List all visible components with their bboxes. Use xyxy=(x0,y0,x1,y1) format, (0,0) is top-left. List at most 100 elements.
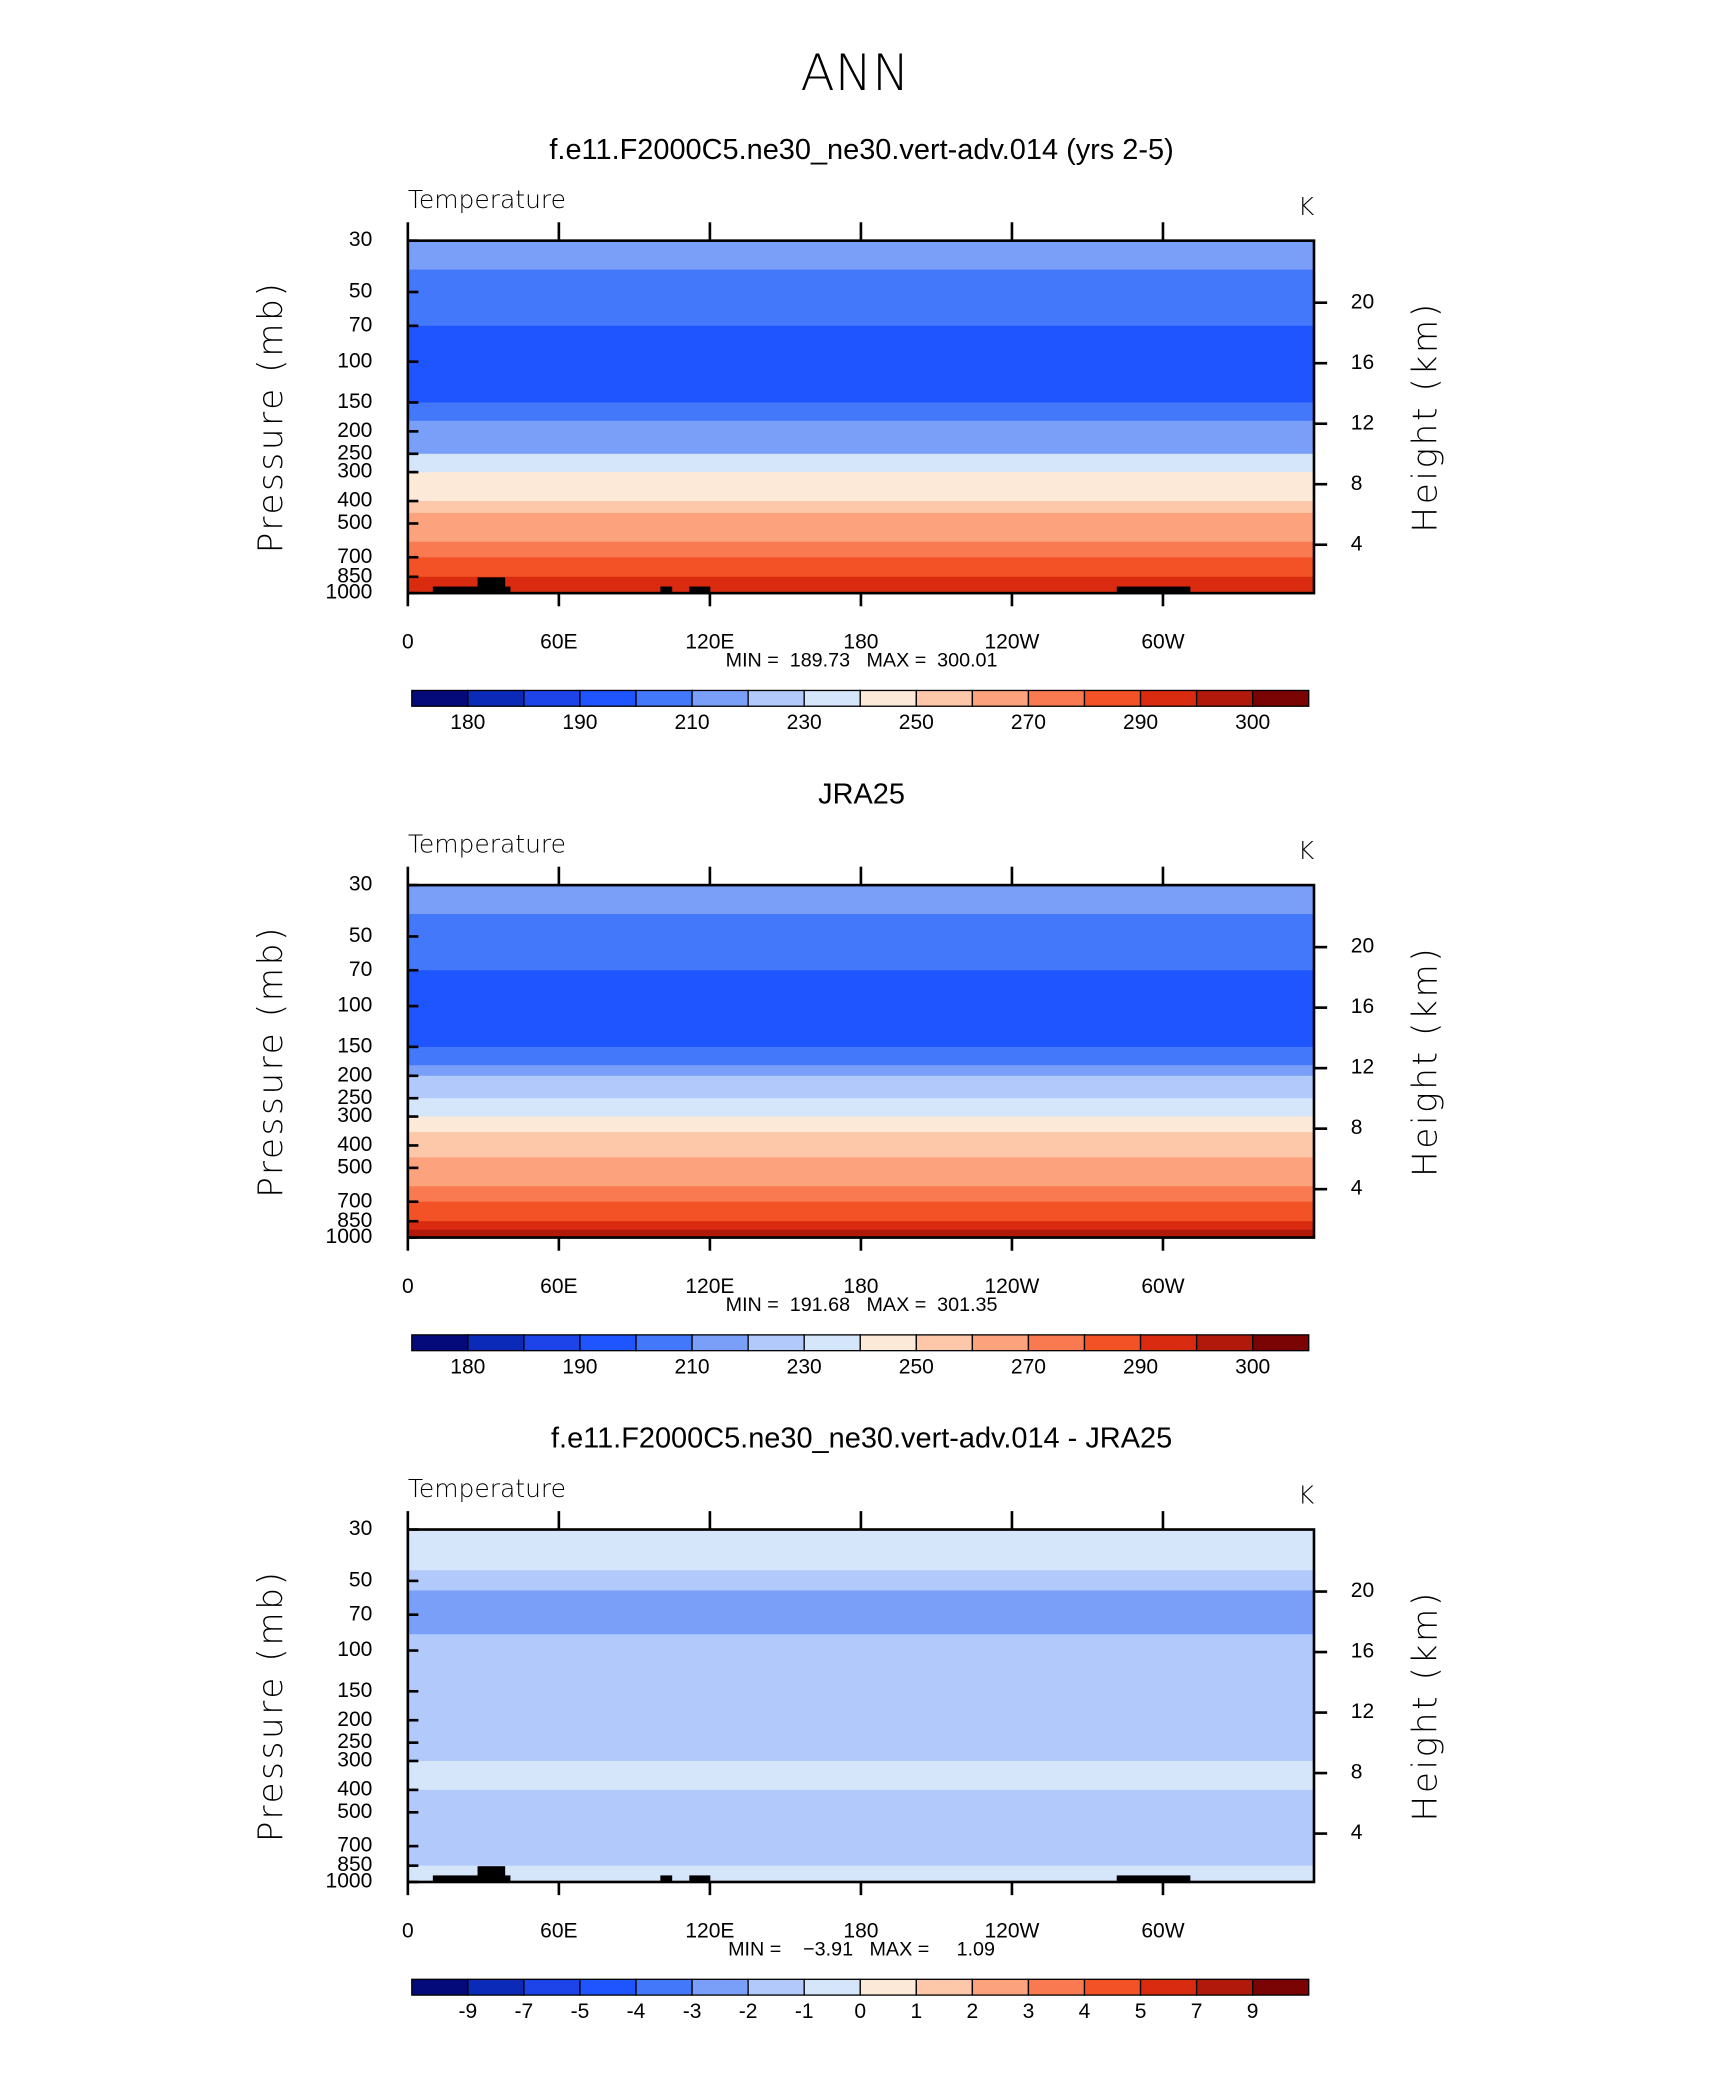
x-tick-label: 0 xyxy=(402,1275,414,1298)
colorbar-box xyxy=(859,689,917,707)
contour-band xyxy=(407,269,1314,293)
colorbar-box xyxy=(803,1978,861,1996)
x-tick-label: 120E xyxy=(685,1275,734,1298)
colorbar-box xyxy=(1195,1978,1254,1996)
units-label: K xyxy=(1298,1481,1315,1510)
min-max: MIN = 189.73 MAX = 300.01 xyxy=(726,650,998,672)
colorbar-box xyxy=(635,689,693,707)
colorbar-label: -3 xyxy=(683,2000,702,2023)
contour-band xyxy=(407,970,1314,991)
y-tick-label: 700 xyxy=(337,1189,372,1212)
y-tick-label: 30 xyxy=(349,1517,372,1540)
contour-band xyxy=(407,487,1314,502)
colorbar-label: 180 xyxy=(450,711,485,734)
contour-band xyxy=(407,292,1314,312)
x-tick-label: 120W xyxy=(984,631,1039,654)
colorbar-box xyxy=(411,689,469,707)
y2-tick-label: 16 xyxy=(1351,995,1374,1018)
contour-band xyxy=(407,1145,1314,1159)
contour-band xyxy=(407,402,1314,422)
y-tick-label: 850 xyxy=(337,1853,372,1876)
colorbar-label: 190 xyxy=(562,711,597,734)
colorbar-label: 210 xyxy=(675,1355,710,1378)
contour-band xyxy=(407,1098,1314,1118)
colorbar-box xyxy=(859,1334,917,1352)
contour-band xyxy=(407,1046,1314,1066)
y-tick-label: 400 xyxy=(337,1777,372,1800)
x-tick-label: 60W xyxy=(1141,1920,1184,1943)
y-tick-label: 1000 xyxy=(326,581,373,604)
x-tick-label: 0 xyxy=(402,1920,414,1943)
colorbar-label: 290 xyxy=(1123,711,1158,734)
topography xyxy=(477,1866,506,1882)
y2-tick-label: 16 xyxy=(1351,351,1374,374)
colorbar-box xyxy=(635,1334,693,1352)
x-tick-label: 60E xyxy=(540,1275,577,1298)
y2-tick-label: 12 xyxy=(1351,1700,1374,1723)
contour-band xyxy=(407,1545,1314,1572)
contour-band xyxy=(407,1607,1314,1623)
colorbar-box xyxy=(691,689,749,707)
colorbar-label: 290 xyxy=(1123,1355,1158,1378)
field-label: Temperature xyxy=(408,1474,566,1503)
y-tick-label: 850 xyxy=(337,564,372,587)
y-tick-label: 500 xyxy=(337,1155,372,1178)
y2-tick-label: 12 xyxy=(1351,1056,1374,1079)
contour-band xyxy=(407,914,1314,938)
colorbar-label: 300 xyxy=(1235,1355,1270,1378)
contour-band xyxy=(407,1634,1314,1652)
x-tick-label: 60W xyxy=(1141,1275,1184,1298)
contour-band xyxy=(407,1116,1314,1133)
y-tick-label: 500 xyxy=(337,511,372,534)
colorbar-box xyxy=(1252,1334,1310,1352)
colorbar-label: -4 xyxy=(627,2000,646,2023)
contour-band xyxy=(407,1065,1314,1077)
colorbar-box xyxy=(1195,1334,1254,1352)
y-tick-label: 700 xyxy=(337,1834,372,1857)
colorbar-box xyxy=(1083,1334,1142,1352)
colorbar-label: -9 xyxy=(458,2000,477,2023)
units-label: K xyxy=(1298,192,1315,221)
contour-band xyxy=(407,936,1314,956)
contour-band xyxy=(407,1760,1314,1791)
topography xyxy=(660,1875,673,1882)
y2-tick-label: 20 xyxy=(1351,290,1374,313)
x-tick-label: 180 xyxy=(843,1920,878,1943)
colorbar-box xyxy=(747,1334,805,1352)
contour-band xyxy=(407,1229,1314,1239)
y-tick-label: 30 xyxy=(349,873,372,896)
y2-tick-label: 4 xyxy=(1351,1821,1363,1844)
colorbar-box xyxy=(1139,689,1198,707)
contour-band xyxy=(407,1874,1314,1883)
x-tick-label: 60E xyxy=(540,1920,577,1943)
colorbar-label: 270 xyxy=(1011,1355,1046,1378)
colorbar-box xyxy=(1139,1978,1198,1996)
y2-tick-label: 4 xyxy=(1351,1177,1363,1200)
y-tick-label: 200 xyxy=(337,1708,372,1731)
y-tick-label: 70 xyxy=(349,958,372,981)
y2-axis-label: Height (km) xyxy=(1406,1590,1446,1821)
y-tick-label: 150 xyxy=(337,1034,372,1057)
panel-title: JRA25 xyxy=(818,778,905,810)
y-tick-label: 850 xyxy=(337,1209,372,1232)
y-tick-label: 100 xyxy=(337,994,372,1017)
y-tick-label: 300 xyxy=(337,1749,372,1772)
y-tick-label: 1000 xyxy=(326,1870,373,1893)
colorbar-box xyxy=(915,1978,974,1996)
contour-band xyxy=(407,1167,1314,1188)
topography xyxy=(477,577,506,594)
colorbar-label: 270 xyxy=(1011,711,1046,734)
contour-band xyxy=(407,501,1314,514)
colorbar-box xyxy=(747,1978,805,1996)
contour-band xyxy=(407,472,1314,489)
y-tick-label: 50 xyxy=(349,1568,372,1591)
colorbar-label: 4 xyxy=(1079,2000,1091,2023)
y-tick-label: 250 xyxy=(337,441,372,464)
contour-band xyxy=(407,1186,1314,1203)
field-label: Temperature xyxy=(408,830,566,859)
min-max: MIN = −3.91 MAX = 1.09 xyxy=(728,1939,995,1961)
contour-band xyxy=(407,541,1314,559)
y-tick-label: 400 xyxy=(337,1133,372,1156)
contour-band xyxy=(407,523,1314,543)
contour-band xyxy=(407,240,1314,271)
